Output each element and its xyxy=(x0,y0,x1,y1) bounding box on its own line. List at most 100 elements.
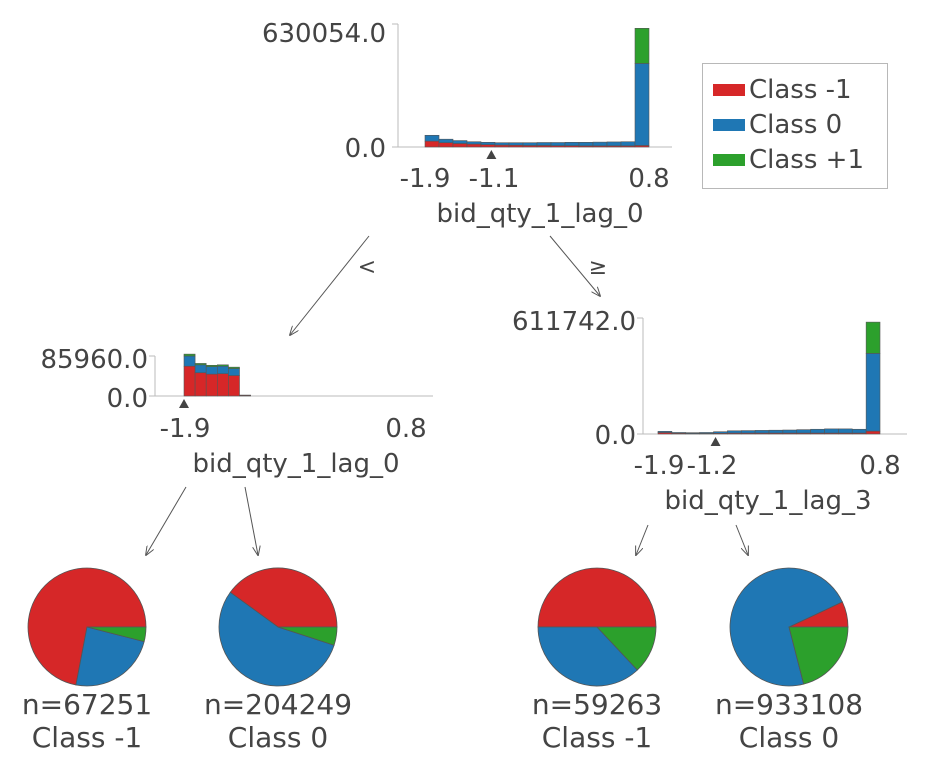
histogram-bar xyxy=(453,141,467,144)
edge-right-leaf2 xyxy=(736,525,748,555)
histogram-bar xyxy=(593,142,607,146)
histogram-bar xyxy=(838,429,852,433)
histogram-bar xyxy=(866,322,880,353)
histogram-bar xyxy=(439,143,453,147)
histogram-bar xyxy=(741,431,755,433)
split-marker-triangle xyxy=(486,150,496,159)
histogram-bar xyxy=(206,367,217,374)
right-xtick-label: -1.9 xyxy=(634,451,685,481)
leaf-sample-count: n=204249 xyxy=(204,688,352,721)
histogram-bar xyxy=(672,432,686,433)
histogram-bar xyxy=(184,354,195,356)
histogram-bar xyxy=(866,353,880,431)
histogram-bar xyxy=(195,365,206,373)
leaf-4: n=933108 Class 0 xyxy=(715,568,863,754)
histogram-bar xyxy=(579,142,593,146)
histogram-bar xyxy=(206,365,217,366)
histogram-bar xyxy=(635,63,649,145)
legend-label: Class +1 xyxy=(749,145,864,175)
histogram-bar xyxy=(621,142,635,146)
histogram-bar xyxy=(523,143,537,146)
leaf-pie-chart xyxy=(538,568,656,686)
edge-left-leaf2 xyxy=(245,487,258,555)
left-xtick-label: -1.9 xyxy=(160,414,211,444)
leaf-class-label: Class -1 xyxy=(542,721,652,754)
histogram-bar xyxy=(783,430,797,433)
node-root: 630054.0 0.0 -1.9 -1.1 0.8 bid_qty_1_lag… xyxy=(262,19,672,229)
split-marker-triangle xyxy=(179,399,189,408)
histogram-bar xyxy=(195,373,206,396)
right-histogram xyxy=(637,318,907,446)
leaf-pie-chart xyxy=(28,568,146,686)
histogram-bar xyxy=(467,142,481,144)
root-xtick-label: -1.9 xyxy=(400,164,451,194)
leaf-3: n=59263 Class -1 xyxy=(532,568,662,754)
histogram-bar xyxy=(184,366,195,396)
right-xtick-label: -1.2 xyxy=(687,451,738,481)
histogram-bar xyxy=(551,143,565,146)
leaf-class-label: Class 0 xyxy=(228,721,328,754)
root-xtick-label: -1.1 xyxy=(469,164,520,194)
histogram-bar xyxy=(769,430,783,433)
legend-swatch xyxy=(713,119,745,131)
histogram-bar xyxy=(439,139,453,143)
legend-label: Class -1 xyxy=(749,75,852,105)
histogram-bar xyxy=(866,431,880,434)
histogram-bar xyxy=(658,431,672,432)
histogram-bar xyxy=(755,430,769,433)
legend-swatch xyxy=(713,154,745,166)
root-histogram xyxy=(392,24,672,159)
histogram-bar xyxy=(206,374,217,396)
leaf-pie-chart xyxy=(219,568,337,686)
histogram-bar xyxy=(565,142,579,145)
root-xtick-label: 0.8 xyxy=(628,164,669,194)
histogram-bar xyxy=(481,145,495,147)
histogram-bar xyxy=(217,374,228,396)
legend-label: Class 0 xyxy=(749,110,842,140)
histogram-bar xyxy=(467,144,481,147)
edge-left-label: < xyxy=(358,255,376,280)
leaf-class-label: Class -1 xyxy=(32,721,142,754)
leaf-class-label: Class 0 xyxy=(739,721,839,754)
legend-swatch xyxy=(713,84,745,96)
histogram-bar xyxy=(852,429,866,433)
root-ymax-label: 630054.0 xyxy=(262,19,386,49)
histogram-bar xyxy=(481,142,495,144)
histogram-bar xyxy=(537,143,551,146)
histogram-bar xyxy=(184,356,195,366)
legend-item-class-0: Class 0 xyxy=(713,108,842,142)
root-ymin-label: 0.0 xyxy=(345,134,386,164)
histogram-bar xyxy=(228,376,239,396)
left-histogram xyxy=(149,354,433,408)
leaf-sample-count: n=933108 xyxy=(715,688,863,721)
leaf-sample-count: n=67251 xyxy=(22,688,152,721)
leaf-sample-count: n=59263 xyxy=(532,688,662,721)
histogram-bar xyxy=(453,143,467,147)
histogram-bar xyxy=(495,143,509,145)
histogram-bar xyxy=(228,369,239,376)
histogram-bar xyxy=(425,141,439,147)
left-xtick-label: 0.8 xyxy=(385,414,426,444)
histogram-bar xyxy=(217,366,228,373)
histogram-bar xyxy=(811,429,825,433)
root-feature-label: bid_qty_1_lag_0 xyxy=(436,199,643,229)
histogram-bar xyxy=(825,429,839,433)
right-feature-label: bid_qty_1_lag_3 xyxy=(664,486,871,516)
left-feature-label: bid_qty_1_lag_0 xyxy=(192,449,399,479)
histogram-bar xyxy=(714,432,728,434)
pie-slice xyxy=(538,568,656,627)
histogram-bar xyxy=(509,143,523,146)
legend: Class -1 Class 0 Class +1 xyxy=(702,63,888,189)
edge-right-leaf1 xyxy=(636,525,648,555)
histogram-bar xyxy=(228,367,239,368)
leaf-2: n=204249 Class 0 xyxy=(204,568,352,754)
histogram-bar xyxy=(195,363,206,364)
leaf-pie-chart xyxy=(730,568,848,686)
node-left: 85960.0 0.0 -1.9 0.8 bid_qty_1_lag_0 xyxy=(40,345,433,479)
histogram-bar xyxy=(686,433,700,434)
legend-item-class-pos1: Class +1 xyxy=(713,143,864,177)
legend-item-class-neg1: Class -1 xyxy=(713,73,852,107)
histogram-bar xyxy=(700,432,714,433)
histogram-bar xyxy=(217,365,228,366)
